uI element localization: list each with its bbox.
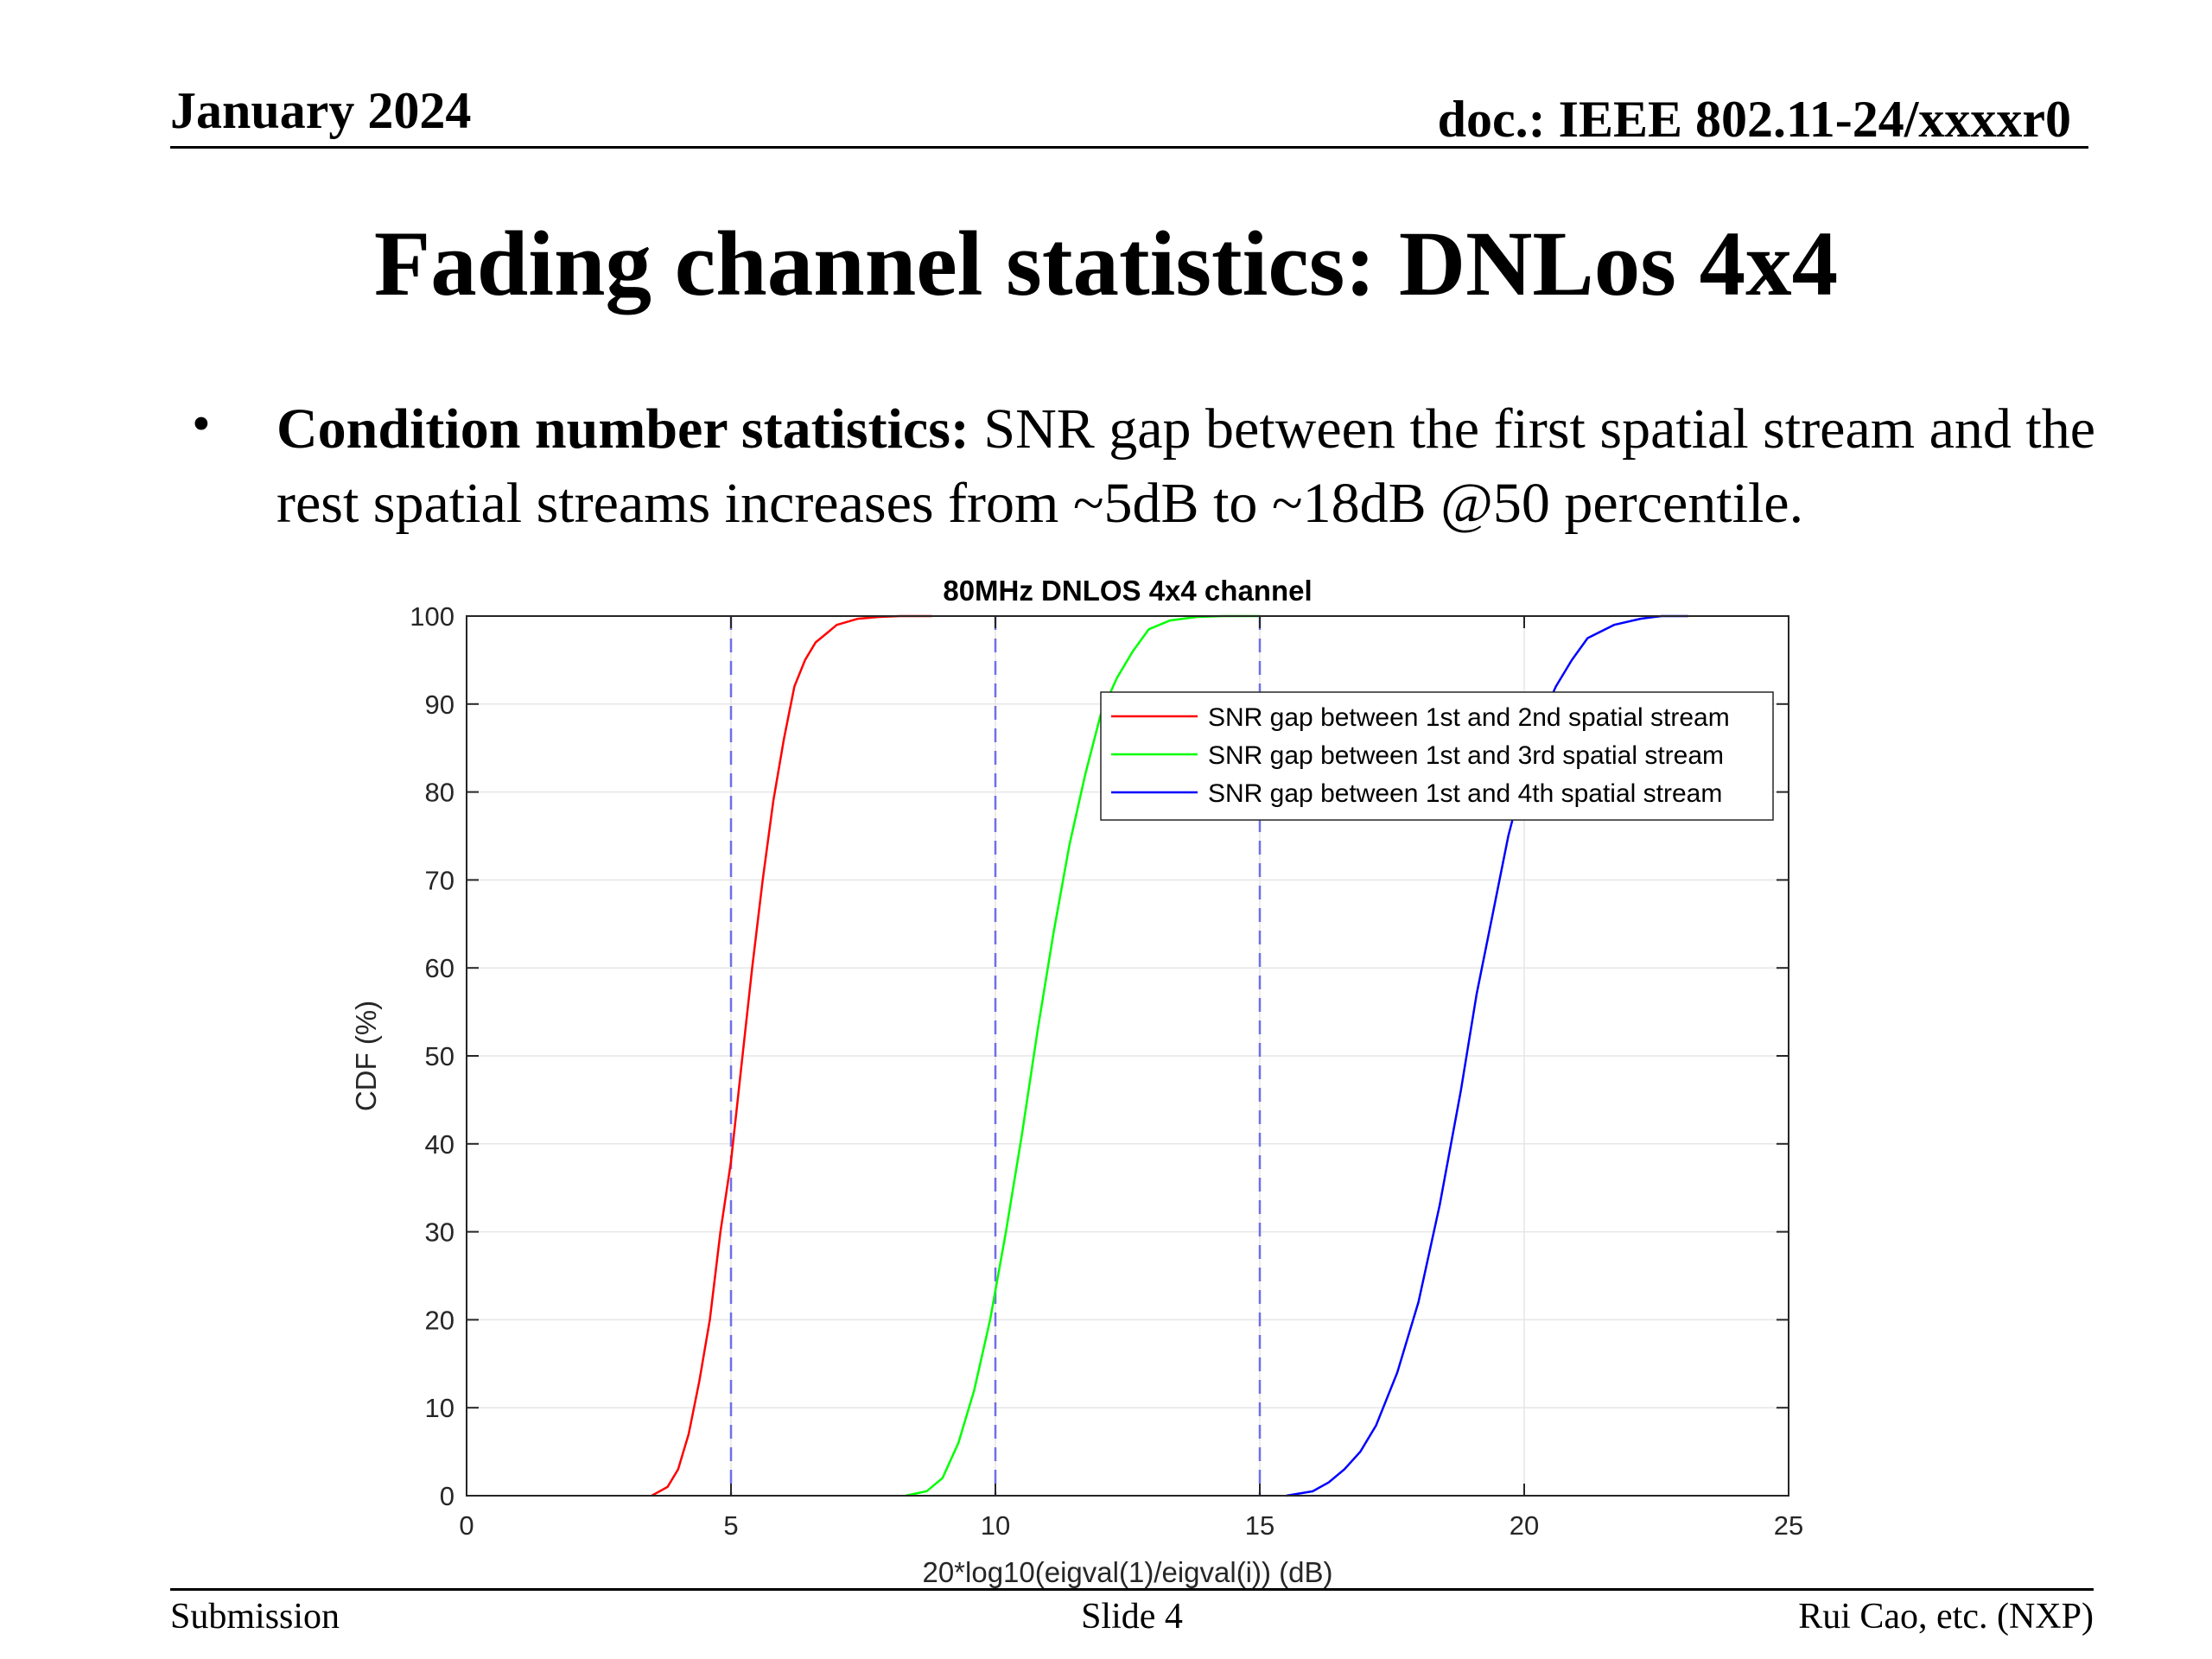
axes: 0 5 10 15 20 25 0 10 20 30 40 50 60 70 80 90 100 (410, 601, 1803, 1541)
header-rule (170, 146, 2088, 149)
x-tick-label: 10 (981, 1510, 1010, 1541)
bullet-marker: • (192, 395, 211, 454)
y-axis-label: CDF (%) (350, 1001, 382, 1111)
chart-container: 80MHz DNLOS 4x4 channel 0 5 10 15 20 25 0 10 20 3… (337, 560, 1840, 1588)
footer-author: Rui Cao, etc. (NXP) (1798, 1597, 2094, 1637)
slide-title: Fading channel statistics: DNLos 4x4 (373, 213, 1839, 315)
x-tick-label: 15 (1245, 1510, 1274, 1541)
y-tick-label: 50 (425, 1041, 454, 1071)
y-tick-label: 70 (425, 865, 454, 895)
header-doc-id: doc.: IEEE 802.11-24/xxxxr0 (1437, 91, 2071, 148)
cdf-chart: 80MHz DNLOS 4x4 channel 0 5 10 15 20 25 0 10 20 3… (350, 575, 1803, 1588)
y-tick-label: 40 (425, 1129, 454, 1160)
series-line-1 (651, 614, 932, 1497)
footer-slide-number: Slide 4 (1081, 1597, 1183, 1637)
x-tick-label: 25 (1774, 1510, 1803, 1541)
y-tick-label: 100 (410, 601, 454, 632)
x-tick-label: 0 (459, 1510, 474, 1541)
y-tick-label: 30 (425, 1217, 454, 1248)
header-date: January 2024 (170, 82, 472, 139)
y-tick-label: 90 (425, 690, 454, 720)
x-tick-label: 5 (723, 1510, 738, 1541)
y-tick-label: 80 (425, 778, 454, 808)
x-axis-label: 20*log10(eigval(1)/eigval(i)) (dB) (922, 1556, 1332, 1588)
series-line-3 (1286, 614, 1688, 1497)
legend-label: SNR gap between 1st and 4th spatial stre… (1208, 779, 1722, 808)
y-tick-label: 0 (440, 1481, 454, 1511)
y-tick-label: 60 (425, 953, 454, 983)
x-tick-label: 20 (1510, 1510, 1539, 1541)
series-line-2 (905, 614, 1260, 1497)
footer-rule (170, 1588, 2094, 1591)
legend-box (1100, 691, 1774, 821)
footer-submission: Submission (170, 1597, 340, 1637)
series-lines (651, 614, 1688, 1497)
bullet-text: Condition number statistics: SNR gap bet… (276, 392, 2160, 541)
bullet-rest: SNR gap between the first spatial stream… (276, 397, 2096, 535)
y-tick-label: 10 (425, 1393, 454, 1423)
y-tick-label: 20 (425, 1305, 454, 1335)
legend-label: SNR gap between 1st and 3rd spatial stre… (1208, 741, 1724, 770)
legend-label: SNR gap between 1st and 2nd spatial stre… (1208, 703, 1730, 732)
bullet-lead: Condition number statistics: (276, 397, 969, 461)
chart-title: 80MHz DNLOS 4x4 channel (943, 575, 1312, 607)
legend: SNR gap between 1st and 2nd spatial stre… (1100, 691, 1774, 821)
